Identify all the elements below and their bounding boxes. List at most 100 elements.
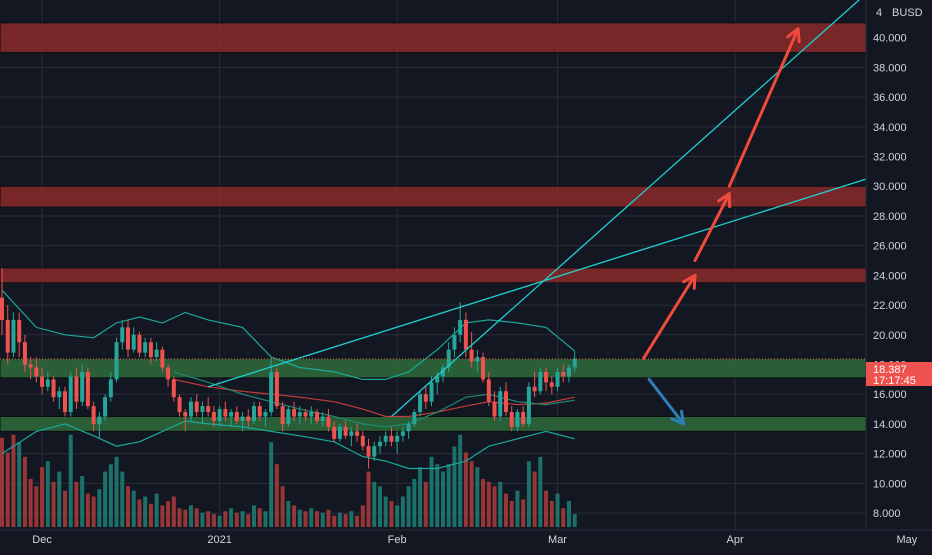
currency-label: BUSD bbox=[892, 7, 923, 19]
volume-bar bbox=[251, 505, 256, 527]
candle-body bbox=[57, 391, 62, 398]
volume-bar bbox=[355, 515, 360, 527]
volume-bar bbox=[171, 496, 176, 527]
resistance-zone bbox=[0, 185, 867, 208]
volume-bar bbox=[188, 505, 193, 527]
candle-body bbox=[326, 416, 331, 427]
blue-arrow-shaft bbox=[647, 377, 686, 426]
candle-body bbox=[395, 435, 400, 442]
volume-bar bbox=[343, 514, 348, 527]
candle-body bbox=[177, 397, 182, 413]
red-arrow-head bbox=[717, 192, 732, 209]
candle-body bbox=[263, 412, 268, 417]
candle-body bbox=[148, 342, 153, 358]
candle-body bbox=[280, 406, 285, 424]
volume-bar bbox=[286, 500, 291, 527]
candle-body bbox=[251, 406, 256, 421]
volume-bar bbox=[297, 509, 302, 527]
volume-bar bbox=[366, 471, 371, 527]
candle-body bbox=[154, 349, 159, 358]
candle-body bbox=[11, 319, 16, 353]
candle-body bbox=[566, 367, 571, 377]
volume-bar bbox=[269, 442, 274, 527]
candle-body bbox=[526, 386, 531, 424]
volume-bar bbox=[28, 478, 33, 527]
red-arrow-shaft bbox=[727, 27, 800, 188]
volume-bar bbox=[68, 434, 73, 527]
volume-bar bbox=[561, 508, 566, 527]
volume-bar bbox=[526, 461, 531, 527]
volume-bar bbox=[200, 512, 205, 527]
candle-body bbox=[469, 349, 474, 362]
volume-bar bbox=[486, 481, 491, 527]
bollinger-lower-line bbox=[1, 420, 575, 470]
volume-bar bbox=[326, 509, 331, 527]
support-zone bbox=[0, 358, 867, 379]
volume-bar bbox=[160, 505, 165, 527]
volume-bar bbox=[418, 467, 423, 527]
candle-body bbox=[503, 391, 508, 413]
candle-body bbox=[108, 379, 113, 398]
candle-body bbox=[343, 426, 348, 436]
candle-body bbox=[183, 412, 188, 417]
volume-bar bbox=[549, 500, 554, 527]
candle-body bbox=[349, 431, 354, 436]
trendlines bbox=[207, 0, 932, 417]
volume-bar bbox=[240, 511, 245, 527]
time-tick-label: Feb bbox=[388, 534, 407, 546]
candle-body bbox=[509, 412, 514, 427]
volume-bar bbox=[17, 442, 22, 527]
candle-body bbox=[269, 371, 274, 413]
volume-bar bbox=[5, 452, 10, 527]
volume-bars bbox=[0, 434, 577, 527]
candle-body bbox=[303, 412, 308, 417]
volume-bar bbox=[503, 493, 508, 527]
volume-bar bbox=[131, 490, 136, 527]
candle-body bbox=[5, 319, 10, 353]
candle-body bbox=[131, 334, 136, 350]
last-price-value: 18.387 bbox=[873, 364, 907, 376]
candle-body bbox=[498, 391, 503, 417]
candle-body bbox=[120, 327, 125, 343]
volume-bar bbox=[91, 496, 96, 527]
volume-bar bbox=[498, 481, 503, 527]
volume-bar bbox=[0, 437, 4, 527]
red-arrow-head bbox=[682, 273, 697, 290]
volume-bar bbox=[435, 464, 440, 527]
time-axis-panel[interactable] bbox=[0, 530, 932, 550]
candle-body bbox=[194, 401, 199, 413]
candle-body bbox=[68, 376, 73, 413]
volume-bar bbox=[103, 471, 108, 527]
price-axis-panel[interactable] bbox=[866, 0, 932, 530]
last-price-badge bbox=[866, 362, 932, 386]
candle-body bbox=[80, 371, 85, 402]
candle-body bbox=[28, 364, 33, 368]
volume-bar bbox=[446, 464, 451, 527]
volume-bar bbox=[314, 511, 319, 527]
candle-body bbox=[125, 327, 130, 350]
time-tick-label: 2021 bbox=[207, 534, 231, 546]
price-zones bbox=[0, 22, 867, 432]
red-arrow-shaft bbox=[641, 273, 697, 361]
volume-bar bbox=[11, 434, 16, 527]
red-arrow-head bbox=[786, 27, 801, 44]
volume-bar bbox=[292, 505, 297, 527]
price-tick-label: 20.000 bbox=[873, 330, 907, 342]
time-axis-ticks: Dec 2021 Feb Mar Apr May bbox=[32, 534, 917, 546]
volume-bar bbox=[194, 508, 199, 527]
candle-body bbox=[429, 382, 434, 402]
price-tick-label: 12.000 bbox=[873, 449, 907, 461]
time-tick-label: May bbox=[896, 534, 917, 546]
candle-body bbox=[171, 379, 176, 398]
candle-body bbox=[549, 382, 554, 387]
volume-bar bbox=[206, 511, 211, 527]
candle-body bbox=[355, 431, 360, 436]
volume-bar bbox=[114, 456, 119, 527]
volume-bar bbox=[274, 464, 279, 527]
candle-body bbox=[97, 416, 102, 424]
volume-bar bbox=[469, 461, 474, 527]
price-tick-label: 10.000 bbox=[873, 478, 907, 490]
candle-body bbox=[572, 358, 577, 368]
candle-body bbox=[200, 406, 205, 413]
volume-bar bbox=[62, 490, 67, 527]
